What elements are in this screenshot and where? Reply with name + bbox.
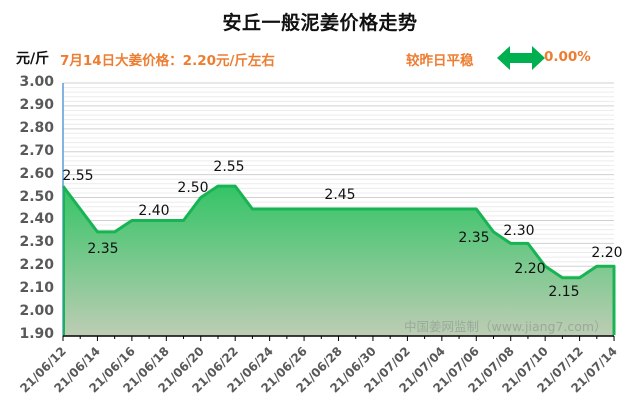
y-tick-label: 2.60 [19, 165, 54, 182]
chart-title: 安丘一般泥姜价格走势 [222, 12, 418, 34]
data-label: 2.55 [213, 159, 244, 175]
data-label: 2.40 [138, 203, 169, 219]
data-label: 2.35 [458, 230, 489, 246]
y-tick-label: 2.80 [19, 119, 54, 136]
y-tick-label: 3.00 [19, 74, 54, 90]
y-tick-label: 2.00 [19, 303, 54, 320]
watermark: 中国姜网监制（www.jiang7.com） [404, 319, 607, 334]
y-tick-label: 2.10 [19, 280, 54, 297]
data-label: 2.15 [548, 284, 579, 300]
data-label: 2.30 [503, 223, 534, 239]
data-label: 2.45 [324, 187, 355, 203]
change-percent: 0.00% [544, 49, 591, 65]
y-tick-label: 2.20 [19, 257, 54, 274]
y-tick-label: 2.50 [19, 188, 54, 205]
double-arrow-left-right-icon [497, 46, 545, 70]
price-line [61, 184, 616, 335]
data-label: 2.35 [87, 241, 118, 257]
price-area [63, 186, 614, 335]
change-status: 较昨日平稳 [406, 53, 474, 69]
data-label: 2.55 [62, 168, 93, 184]
y-tick-label: 2.90 [19, 96, 54, 113]
price-note: 7月14日大姜价格：2.20元/斤左右 [60, 53, 275, 69]
data-labels: 2.552.352.402.502.552.452.35 2.302.202.15… [62, 159, 622, 300]
x-axis-tickmarks [62, 336, 615, 341]
data-label: 2.20 [514, 261, 545, 277]
y-tick-label: 1.90 [19, 326, 54, 342]
y-tick-label: 2.40 [19, 211, 54, 228]
y-axis-unit: 元/斤 [16, 51, 50, 67]
y-tick-label: 2.70 [19, 142, 54, 159]
data-label: 2.20 [591, 245, 622, 261]
data-label: 2.50 [177, 180, 208, 196]
y-tick-label: 2.30 [19, 234, 54, 251]
